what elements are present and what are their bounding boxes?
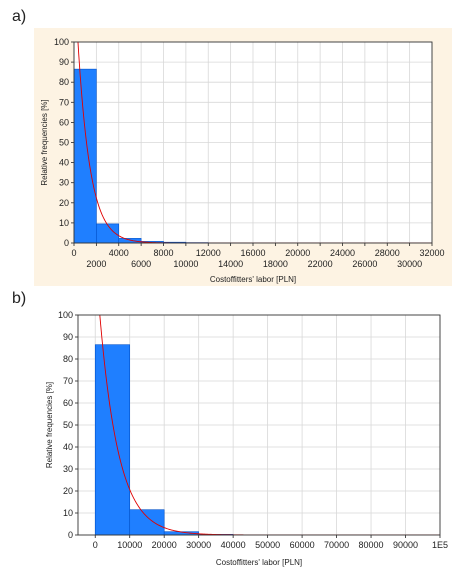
x-tick-label: 2000	[86, 259, 106, 269]
x-tick-label: 50000	[255, 540, 280, 550]
y-tick-label: 70	[63, 376, 73, 386]
x-tick-label: 10000	[173, 259, 198, 269]
x-tick-label: 4000	[109, 248, 129, 258]
y-tick-label: 100	[58, 310, 73, 320]
x-tick-label: 1E5	[432, 540, 448, 550]
x-tick-label: 20000	[152, 540, 177, 550]
plot-frame	[73, 41, 433, 244]
x-tick-label: 28000	[375, 248, 400, 258]
y-tick-label: 80	[59, 77, 69, 87]
y-tick-label: 30	[59, 178, 69, 188]
y-tick-label: 90	[63, 332, 73, 342]
x-axis-label: Costoffitters' labor [PLN]	[216, 558, 302, 567]
y-axis-label: Relative frequencies [%]	[40, 99, 49, 185]
x-tick-label: 22000	[308, 259, 333, 269]
y-axis-label: Relative frequencies [%]	[45, 382, 54, 468]
x-tick-label: 90000	[393, 540, 418, 550]
y-tick-label: 50	[59, 138, 69, 148]
plot-frame	[77, 314, 441, 536]
y-tick-label: 70	[59, 97, 69, 107]
x-tick-label: 60000	[290, 540, 315, 550]
x-tick-label: 14000	[218, 259, 243, 269]
y-tick-label: 30	[63, 464, 73, 474]
x-axis-label: Costoffitters' labor [PLN]	[210, 275, 296, 284]
x-tick-label: 30000	[397, 259, 422, 269]
x-tick-label: 6000	[131, 259, 151, 269]
histogram-bar	[94, 344, 131, 536]
y-tick-label: 100	[54, 37, 69, 47]
x-tick-label: 24000	[330, 248, 355, 258]
y-tick-label: 20	[59, 198, 69, 208]
x-tick-label: 70000	[324, 540, 349, 550]
y-tick-label: 20	[63, 486, 73, 496]
x-tick-label: 16000	[240, 248, 265, 258]
x-tick-label: 0	[71, 248, 76, 258]
y-tick-label: 0	[64, 238, 69, 248]
y-tick-label: 90	[59, 57, 69, 67]
y-tick-label: 60	[63, 398, 73, 408]
y-tick-label: 60	[59, 117, 69, 127]
histogram-chart-a: 0 10 20 30 40 50 60 70 80 90 100 0 4000 8000 12000 1600…	[34, 28, 452, 286]
y-tick-label: 0	[68, 530, 73, 540]
histogram-bar	[118, 238, 142, 244]
y-tick-label: 10	[63, 508, 73, 518]
histogram-bar	[73, 68, 97, 244]
y-tick-label: 50	[63, 420, 73, 430]
x-tick-label: 26000	[352, 259, 377, 269]
y-tick-label: 80	[63, 354, 73, 364]
y-tick-label: 40	[59, 158, 69, 168]
y-tick-label: 10	[59, 218, 69, 228]
x-tick-label: 0	[93, 540, 98, 550]
histogram-bar	[129, 509, 165, 536]
x-tick-label: 8000	[153, 248, 173, 258]
x-tick-label: 10000	[117, 540, 142, 550]
panel-label-a: a)	[12, 8, 27, 25]
x-tick-label: 80000	[359, 540, 384, 550]
x-tick-label: 40000	[221, 540, 246, 550]
x-tick-label: 32000	[419, 248, 444, 258]
x-tick-label: 12000	[196, 248, 221, 258]
panel-label-b: b)	[12, 290, 27, 307]
x-tick-label: 18000	[263, 259, 288, 269]
fitted-distribution-curve	[77, 42, 432, 243]
x-tick-label: 20000	[285, 248, 310, 258]
x-tick-label: 30000	[186, 540, 211, 550]
histogram-chart-b: 0 10 20 30 40 50 60 70 80 90 100 0 10000 20000 30000 40…	[45, 310, 448, 567]
y-tick-label: 40	[63, 442, 73, 452]
